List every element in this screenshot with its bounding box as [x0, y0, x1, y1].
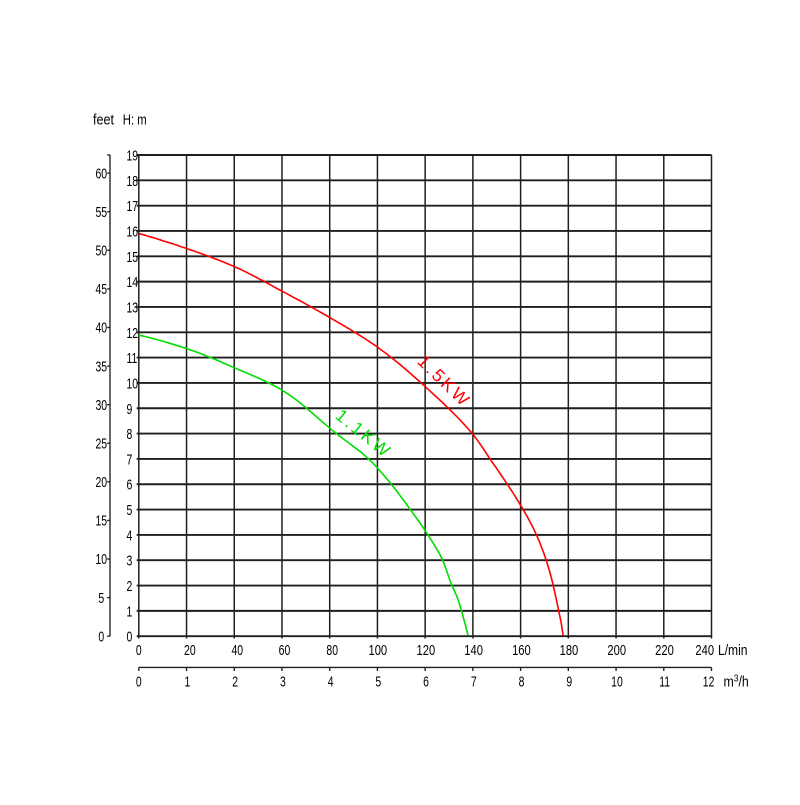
svg-text:12: 12 — [703, 674, 715, 690]
svg-text:m3/h: m3/h — [724, 673, 749, 690]
svg-text:3: 3 — [127, 553, 133, 569]
svg-text:20: 20 — [95, 474, 107, 490]
svg-text:H: m: H: m — [123, 111, 147, 128]
svg-text:120: 120 — [417, 641, 436, 658]
svg-text:3: 3 — [280, 674, 286, 690]
svg-text:0: 0 — [127, 629, 133, 645]
svg-text:45: 45 — [95, 281, 107, 297]
svg-text:14: 14 — [127, 275, 139, 291]
svg-text:55: 55 — [95, 204, 107, 220]
svg-text:5: 5 — [98, 590, 104, 606]
svg-text:5: 5 — [375, 674, 381, 690]
svg-text:40: 40 — [231, 642, 243, 658]
svg-text:7: 7 — [471, 674, 477, 690]
svg-text:60: 60 — [279, 642, 291, 658]
svg-text:50: 50 — [95, 243, 107, 259]
svg-text:35: 35 — [95, 359, 107, 375]
svg-text:25: 25 — [95, 436, 107, 452]
svg-text:8: 8 — [127, 426, 133, 442]
svg-text:17: 17 — [127, 199, 139, 215]
svg-text:0: 0 — [136, 642, 142, 658]
svg-text:6: 6 — [423, 674, 429, 690]
svg-text:2: 2 — [127, 578, 133, 594]
svg-text:11: 11 — [659, 674, 670, 690]
svg-text:15: 15 — [127, 249, 139, 265]
svg-text:19: 19 — [127, 148, 139, 164]
svg-text:16: 16 — [127, 224, 139, 240]
svg-text:1: 1 — [127, 604, 133, 620]
svg-text:9: 9 — [127, 401, 133, 417]
svg-text:L/min: L/min — [718, 642, 748, 658]
svg-text:60: 60 — [95, 166, 107, 182]
svg-text:30: 30 — [95, 397, 107, 413]
svg-text:140: 140 — [464, 641, 483, 658]
svg-text:10: 10 — [611, 674, 623, 690]
svg-text:20: 20 — [184, 642, 196, 658]
svg-text:feet: feet — [93, 112, 114, 128]
svg-text:240: 240 — [695, 641, 714, 658]
svg-text:100: 100 — [369, 641, 388, 658]
svg-text:1: 1 — [185, 674, 191, 690]
svg-text:12: 12 — [127, 325, 139, 341]
svg-text:13: 13 — [127, 300, 139, 316]
svg-text:6: 6 — [127, 477, 133, 493]
svg-text:200: 200 — [607, 641, 626, 658]
svg-text:160: 160 — [512, 641, 531, 658]
svg-text:4: 4 — [328, 674, 334, 690]
svg-text:11: 11 — [127, 350, 138, 366]
svg-text:4: 4 — [127, 528, 133, 544]
svg-text:0: 0 — [98, 629, 104, 645]
svg-text:220: 220 — [655, 641, 674, 658]
svg-text:8: 8 — [519, 674, 525, 690]
svg-text:40: 40 — [95, 320, 107, 336]
svg-text:15: 15 — [95, 513, 107, 529]
svg-text:180: 180 — [560, 641, 579, 658]
svg-text:7: 7 — [127, 452, 133, 468]
svg-text:5: 5 — [127, 502, 133, 518]
svg-text:2: 2 — [232, 674, 238, 690]
svg-text:18: 18 — [127, 173, 139, 189]
svg-text:10: 10 — [95, 552, 107, 568]
svg-text:9: 9 — [566, 674, 572, 690]
svg-text:0: 0 — [136, 674, 142, 690]
svg-text:10: 10 — [127, 376, 139, 392]
svg-text:80: 80 — [326, 642, 338, 658]
